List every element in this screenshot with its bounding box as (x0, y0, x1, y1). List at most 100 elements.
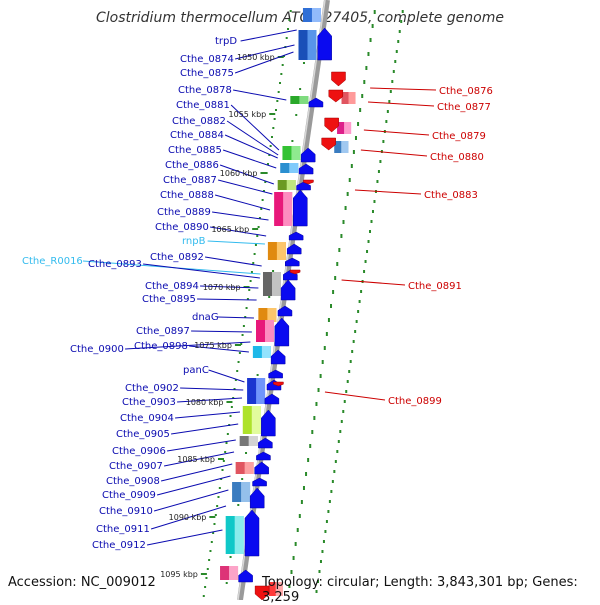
gene-block-shade (241, 482, 251, 502)
gene-label-minus[interactable]: Cthe_0877 (437, 102, 491, 113)
gene-label-minus[interactable]: Cthe_0876 (439, 86, 493, 97)
leader-line (143, 263, 260, 279)
outer-track-tick (292, 556, 295, 560)
gene-arrow-plus[interactable] (274, 317, 290, 347)
gene-arrow-plus[interactable] (300, 147, 316, 163)
outer-tick (339, 430, 342, 433)
gene-label-plus[interactable]: Cthe_0893 (88, 259, 142, 270)
gene-arrow-minus[interactable] (303, 179, 314, 185)
gene-label-plus[interactable]: Cthe_0881 (176, 100, 230, 111)
gene-arrow-plus[interactable] (268, 369, 283, 379)
gene-arrow-plus[interactable] (270, 349, 286, 365)
inner-tick (212, 532, 215, 534)
gene-label-plus[interactable]: Cthe_0889 (157, 207, 211, 218)
inner-track-tick (272, 270, 275, 272)
gene-label-plus[interactable]: Cthe_0911 (96, 524, 150, 535)
inner-track-tick (291, 140, 294, 142)
leader-line (191, 330, 252, 333)
gene-arrow-plus[interactable] (285, 257, 300, 267)
gene-arrow-plus[interactable] (238, 569, 253, 583)
leader-line (212, 211, 269, 221)
gene-label-plus[interactable]: Cthe_0892 (150, 252, 204, 263)
gene-label-plus[interactable]: Cthe_0895 (142, 294, 196, 305)
gene-label-plus[interactable]: Cthe_0897 (136, 326, 190, 337)
gene-label-plus[interactable]: Cthe_0908 (106, 476, 160, 487)
inner-track-tick (241, 478, 244, 480)
gene-arrow-minus[interactable] (321, 137, 336, 151)
gene-label-plus[interactable]: Cthe_0898 (134, 341, 188, 352)
gene-label-plus[interactable]: Cthe_0882 (172, 116, 226, 127)
gene-arrow-minus[interactable] (331, 71, 346, 87)
gene-arrow-plus[interactable] (280, 279, 296, 301)
gene-arrow-minus[interactable] (324, 117, 339, 133)
gene-label-plus[interactable]: Cthe_0910 (99, 506, 153, 517)
inner-tick (233, 388, 236, 390)
inner-tick (221, 469, 224, 471)
leader-line (234, 51, 294, 74)
gene-arrow-plus[interactable] (261, 409, 276, 437)
gene-arrow-plus[interactable] (286, 243, 302, 255)
gene-label-plus[interactable]: Cthe_0875 (180, 68, 234, 79)
outer-tick (321, 550, 324, 553)
gene-label-plus[interactable]: Cthe_0912 (92, 540, 146, 551)
gene-label-plus[interactable]: rnpB (182, 236, 206, 247)
gene-block-shade (271, 272, 281, 296)
inner-tick (287, 28, 290, 30)
gene-label-plus[interactable]: Cthe_0903 (122, 397, 176, 408)
gene-label-plus[interactable]: Cthe_0890 (155, 222, 209, 233)
gene-label-plus[interactable]: Cthe_0887 (163, 175, 217, 186)
inner-tick (208, 559, 211, 561)
leader-line (177, 397, 243, 403)
gene-arrow-plus[interactable] (296, 181, 311, 191)
gene-label-plus[interactable]: Cthe_R0016 (22, 256, 83, 267)
gene-label-plus[interactable]: Cthe_0894 (145, 281, 199, 292)
gene-label-plus[interactable]: trpD (215, 36, 237, 47)
gene-label-plus[interactable]: Cthe_0885 (168, 145, 222, 156)
gene-label-plus[interactable]: Cthe_0888 (160, 190, 214, 201)
outer-tick (377, 170, 380, 173)
gene-label-plus[interactable]: Cthe_0904 (120, 413, 174, 424)
inner-tick (256, 235, 259, 237)
gene-label-minus[interactable]: Cthe_0879 (432, 131, 486, 142)
gene-arrow-plus[interactable] (293, 189, 308, 227)
gene-arrow-minus[interactable] (328, 89, 344, 103)
scale-label: 1060 kbp (220, 169, 258, 178)
gene-arrow-plus[interactable] (249, 487, 265, 509)
outer-track-tick (340, 234, 343, 238)
gene-label-plus[interactable]: dnaG (192, 312, 219, 323)
gene-label-minus[interactable]: Cthe_0891 (408, 281, 462, 292)
gene-arrow-plus[interactable] (258, 437, 273, 449)
gene-block[interactable] (239, 436, 258, 446)
gene-arrow-plus[interactable] (252, 477, 267, 487)
gene-arrow-plus[interactable] (308, 97, 324, 108)
gene-label-plus[interactable]: Cthe_0909 (102, 490, 156, 501)
leader-line (189, 345, 249, 353)
gene-arrow-plus[interactable] (298, 163, 314, 175)
gene-label-plus[interactable]: Cthe_0874 (180, 54, 234, 65)
gene-arrow-plus[interactable] (264, 393, 280, 405)
gene-label-plus[interactable]: Cthe_0886 (165, 160, 219, 171)
gene-arrow-minus[interactable] (289, 269, 301, 275)
gene-label-minus[interactable]: Cthe_0880 (430, 152, 484, 163)
gene-label-plus[interactable]: panC (183, 365, 209, 376)
gene-label-plus[interactable]: Cthe_0907 (109, 461, 163, 472)
gene-arrow-plus[interactable] (317, 27, 332, 61)
leader-line (156, 475, 231, 496)
gene-label-plus[interactable]: Cthe_0906 (112, 446, 166, 457)
gene-label-plus[interactable]: Cthe_0900 (70, 344, 124, 355)
gene-arrow-plus[interactable] (277, 305, 293, 317)
gene-label-plus[interactable]: Cthe_0905 (116, 429, 170, 440)
gene-arrow-plus[interactable] (256, 451, 271, 461)
inner-track-tick (256, 374, 259, 376)
gene-arrow-plus[interactable] (288, 231, 304, 241)
gene-arrow-plus[interactable] (254, 461, 269, 475)
gene-label-minus[interactable]: Cthe_0899 (388, 396, 442, 407)
gene-arrow-minus[interactable] (254, 585, 270, 600)
gene-arrow-minus[interactable] (273, 381, 284, 387)
gene-label-minus[interactable]: Cthe_0883 (424, 190, 478, 201)
gene-label-plus[interactable]: Cthe_0902 (125, 383, 179, 394)
gene-arrow-plus[interactable] (244, 509, 260, 557)
gene-label-plus[interactable]: Cthe_0878 (178, 85, 232, 96)
gene-label-plus[interactable]: Cthe_0884 (170, 130, 224, 141)
